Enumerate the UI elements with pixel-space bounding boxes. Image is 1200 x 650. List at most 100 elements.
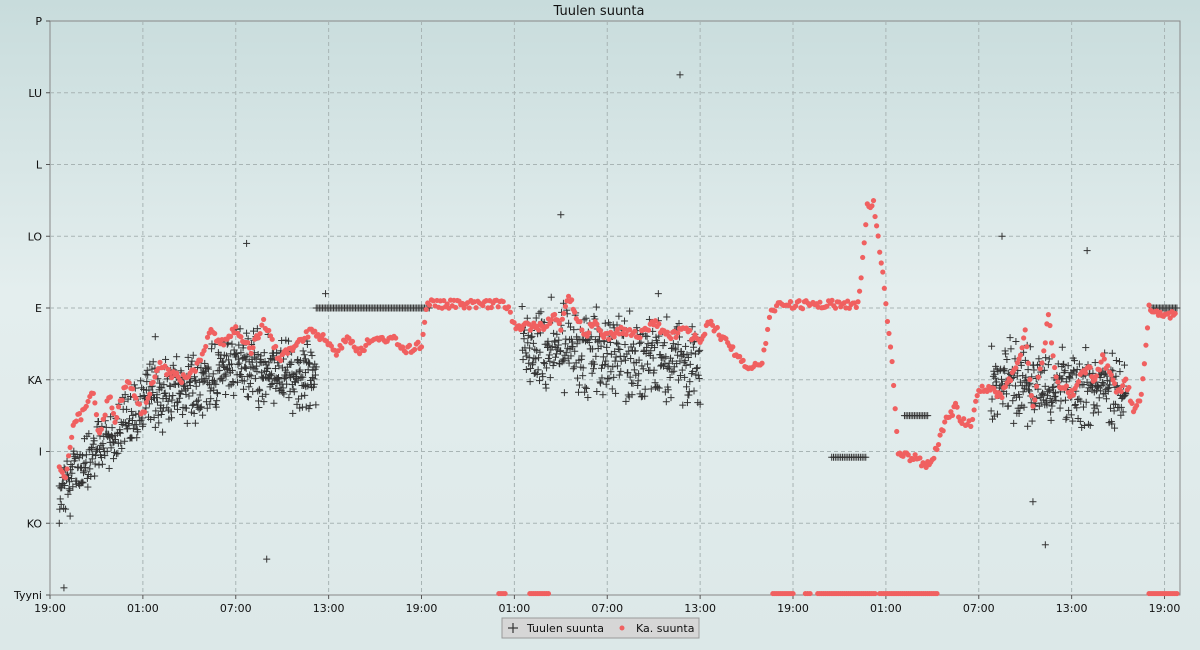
data-point-plus <box>116 429 124 437</box>
data-point-dot <box>178 379 185 386</box>
data-point-plus <box>307 348 315 356</box>
data-point-plus <box>581 383 589 391</box>
data-point-plus <box>622 397 630 405</box>
data-point-plus <box>1021 356 1029 364</box>
data-point-dot <box>765 326 771 333</box>
data-point-dot <box>934 590 940 597</box>
data-point-plus <box>676 71 684 79</box>
data-point-plus <box>663 313 671 321</box>
data-point-dot <box>536 327 542 333</box>
data-point-dot <box>558 327 564 333</box>
data-point-plus <box>107 413 115 421</box>
data-point-plus <box>552 350 560 358</box>
data-point-plus <box>630 366 638 374</box>
data-point-plus <box>525 354 533 362</box>
data-point-plus <box>61 482 69 490</box>
data-point-dot <box>766 314 773 320</box>
data-point-plus <box>117 439 125 447</box>
data-point-plus <box>654 290 662 298</box>
data-point-plus <box>658 361 666 369</box>
data-point-plus <box>1049 397 1057 405</box>
data-point-plus <box>1002 390 1010 398</box>
data-point-plus <box>550 329 558 337</box>
data-point-dot <box>90 390 96 397</box>
data-point-plus <box>144 371 152 379</box>
data-point-plus <box>1020 348 1028 356</box>
data-point-plus <box>1016 393 1024 401</box>
data-point-plus <box>99 444 107 452</box>
data-point-dot <box>935 441 942 448</box>
data-point-plus <box>1019 388 1027 396</box>
data-point-dot <box>403 350 409 356</box>
data-point-plus <box>625 347 633 355</box>
data-point-plus <box>1108 420 1116 428</box>
data-point-plus <box>121 437 129 445</box>
data-point-dot <box>961 416 967 422</box>
data-point-dot <box>799 306 806 312</box>
data-point-dot <box>601 334 607 341</box>
data-point-plus <box>126 415 134 423</box>
data-point-dot <box>1021 335 1027 341</box>
data-point-dot <box>858 275 864 281</box>
data-point-plus <box>257 352 265 360</box>
data-point-plus <box>228 366 236 374</box>
data-point-plus <box>255 397 263 405</box>
data-point-plus <box>1007 345 1015 353</box>
data-point-dot <box>320 331 326 338</box>
data-point-plus <box>592 352 600 360</box>
data-point-plus <box>669 340 677 348</box>
data-point-plus <box>545 342 553 350</box>
data-point-plus <box>299 373 307 381</box>
data-point-dot <box>759 360 765 366</box>
data-point-plus <box>243 239 251 247</box>
data-point-plus <box>1016 404 1024 412</box>
data-point-plus <box>533 371 541 379</box>
data-point-dot <box>123 384 129 390</box>
data-point-plus <box>121 391 129 399</box>
data-point-plus <box>152 407 160 415</box>
x-tick-label: 19:00 <box>777 602 809 615</box>
data-point-plus <box>546 357 554 365</box>
data-point-dot <box>740 357 746 363</box>
legend-marker-dot-icon <box>619 625 625 631</box>
data-point-dot <box>999 394 1005 401</box>
data-point-plus <box>590 365 598 373</box>
data-point-plus <box>1079 403 1087 411</box>
data-point-dot <box>829 297 835 303</box>
data-point-plus <box>1111 424 1119 432</box>
data-point-dot <box>861 240 867 246</box>
data-point-plus <box>659 342 667 350</box>
legend-item-tuulen-suunta: Tuulen suunta <box>526 622 604 635</box>
data-point-plus <box>289 409 297 417</box>
data-point-plus <box>550 359 558 367</box>
data-point-plus <box>579 372 587 380</box>
data-point-dot <box>145 395 151 401</box>
data-point-plus <box>682 342 690 350</box>
data-point-dot <box>197 357 204 363</box>
data-point-dot <box>1025 360 1031 366</box>
data-point-plus <box>79 479 87 487</box>
data-point-plus <box>151 333 159 341</box>
data-point-plus <box>560 357 568 365</box>
data-point-plus <box>1119 408 1127 416</box>
data-point-plus <box>214 390 222 398</box>
data-point-dot <box>480 302 486 309</box>
data-point-plus <box>1173 304 1181 312</box>
data-point-plus <box>293 375 301 383</box>
data-point-dot <box>875 233 881 239</box>
data-point-plus <box>696 400 704 408</box>
data-point-plus <box>571 347 579 355</box>
data-point-plus <box>667 394 675 402</box>
data-point-plus <box>1084 387 1092 395</box>
data-point-plus <box>1016 378 1024 386</box>
data-point-dot <box>787 299 794 305</box>
data-point-plus <box>129 411 137 419</box>
data-point-dot <box>1141 361 1147 367</box>
data-point-dot <box>65 453 72 459</box>
data-point-dot <box>67 444 73 451</box>
data-point-plus <box>63 457 71 465</box>
data-point-dot <box>687 327 693 334</box>
data-point-plus <box>592 303 600 311</box>
data-point-plus <box>1040 390 1048 398</box>
